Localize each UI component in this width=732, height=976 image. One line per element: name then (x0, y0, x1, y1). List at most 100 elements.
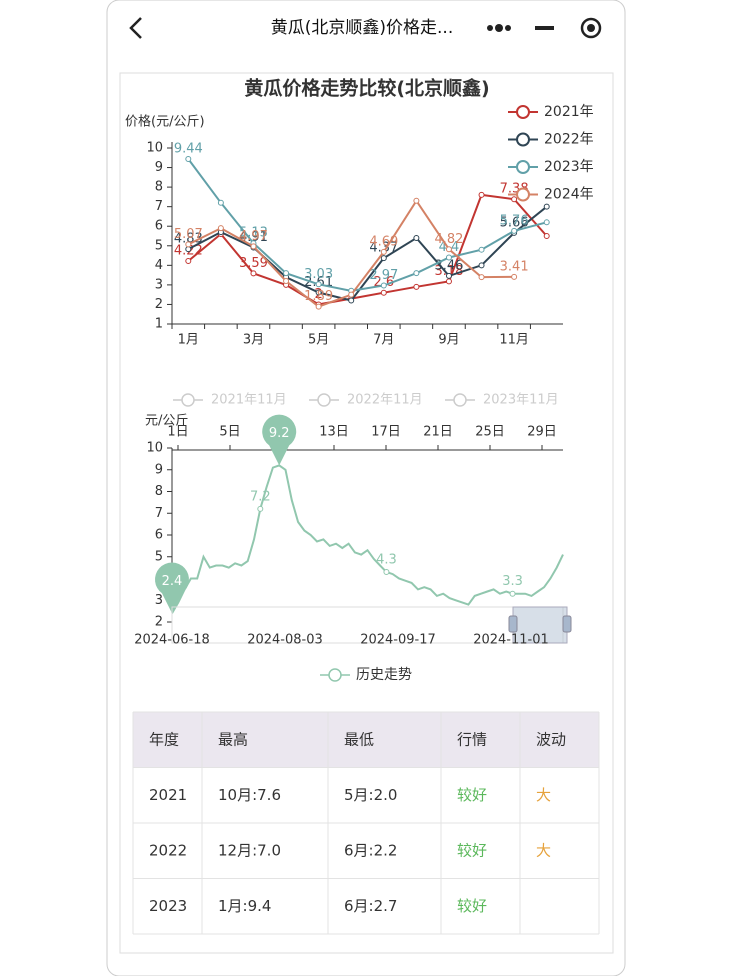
y-tick-label: 1 (155, 317, 163, 332)
mark-pin-label: 2.4 (162, 574, 183, 589)
y-tick-label: 10 (146, 441, 163, 456)
table-cell: 2022 (149, 841, 187, 859)
table-cell: 2023 (149, 897, 187, 915)
zoom-label: 2024-06-18 (134, 633, 210, 648)
y-tick-label: 8 (155, 484, 163, 499)
data-label: 1.89 (304, 289, 333, 304)
x-tick-label: 9月 (438, 333, 459, 348)
legend-label[interactable]: 2021年11月 (211, 393, 287, 408)
zoom-label: 2024-09-17 (360, 633, 436, 648)
x-tick-label: 21日 (423, 425, 453, 440)
point (217, 199, 224, 206)
point (217, 225, 224, 232)
table-cell: 大 (536, 786, 551, 804)
point (478, 274, 485, 281)
legend-icon (516, 187, 530, 202)
point (511, 227, 518, 234)
data-label: 9.44 (174, 141, 203, 156)
mark-pin (262, 414, 297, 466)
table-header-bg (133, 712, 599, 768)
y-tick-label: 3 (155, 593, 163, 608)
point (283, 277, 290, 284)
legend-icon (328, 668, 342, 682)
point (185, 155, 192, 162)
data-label: 3.41 (500, 259, 529, 274)
point (509, 590, 516, 597)
point (315, 289, 322, 296)
more-button[interactable] (487, 24, 511, 32)
legend-icon (516, 160, 530, 174)
point (383, 568, 390, 575)
y-axis-label: 元/公斤 (145, 414, 188, 429)
content-box (119, 72, 614, 954)
legend-icon (516, 105, 530, 119)
legend-icon (317, 393, 331, 407)
y-tick-label: 6 (155, 219, 163, 234)
y-tick-label: 4 (155, 258, 163, 273)
point (380, 248, 387, 255)
point (380, 255, 387, 262)
point (250, 270, 257, 277)
point (445, 254, 452, 261)
x-tick-label: 5月 (308, 333, 329, 348)
point (511, 196, 518, 203)
table-header: 最低 (344, 730, 374, 748)
data-label: 4.69 (369, 234, 398, 249)
zoom-handle[interactable] (562, 615, 572, 633)
point (445, 278, 452, 285)
data-label: 4.37 (369, 241, 398, 256)
series-line (187, 205, 548, 302)
series-line (171, 464, 564, 614)
data-label: 5.13 (239, 226, 268, 241)
table-cell: 12月:7.0 (218, 841, 281, 859)
table-cell: 10月:7.6 (218, 786, 281, 804)
point (348, 291, 355, 298)
y-tick-label: 8 (155, 180, 163, 195)
table-header: 波动 (536, 730, 566, 748)
table-header: 年度 (149, 730, 179, 748)
legend-label[interactable]: 2022年11月 (347, 393, 423, 408)
point (380, 282, 387, 289)
x-tick-label: 1月 (178, 333, 199, 348)
y-tick-label: 7 (155, 506, 163, 521)
point (185, 258, 192, 265)
zoom-label: 2024-11-01 (473, 633, 549, 648)
legend-label: 2024年 (544, 187, 594, 203)
table-header: 最高 (218, 730, 248, 748)
table-cell: 1月:9.4 (218, 897, 271, 915)
legend-label[interactable]: 2023年11月 (483, 393, 559, 408)
data-label: 4.97 (239, 229, 268, 244)
close-button[interactable] (580, 17, 602, 39)
series-line (187, 193, 548, 306)
point (445, 272, 452, 279)
table-cell: 较好 (457, 841, 487, 859)
x-tick-label: 5日 (219, 425, 240, 440)
data-label: 5.66 (500, 215, 529, 230)
y-tick-label: 9 (155, 462, 163, 477)
y-tick-label: 5 (155, 238, 163, 253)
zoom-window[interactable] (512, 606, 568, 644)
back-button[interactable] (129, 17, 142, 39)
point (380, 289, 387, 296)
y-tick-label: 5 (155, 549, 163, 564)
y-tick-label: 7 (155, 199, 163, 214)
mark-pin (154, 562, 190, 614)
point (413, 197, 420, 204)
table-cell: 较好 (457, 897, 487, 915)
point (348, 297, 355, 304)
table-cell: 6月:2.7 (344, 897, 397, 915)
minimize-button[interactable] (535, 26, 554, 30)
y-axis-label: 价格(元/公斤) (125, 114, 205, 130)
x-tick-label: 17日 (371, 425, 401, 440)
legend-icon (181, 393, 195, 407)
zoom-handle[interactable] (508, 615, 518, 633)
point (478, 246, 485, 253)
table-cell: 6月:2.2 (344, 841, 397, 859)
data-label: 4.3 (376, 552, 397, 567)
point (543, 203, 550, 210)
point (478, 191, 485, 198)
data-label: 4.83 (174, 232, 203, 247)
point (185, 241, 192, 248)
table-header: 行情 (457, 730, 487, 748)
